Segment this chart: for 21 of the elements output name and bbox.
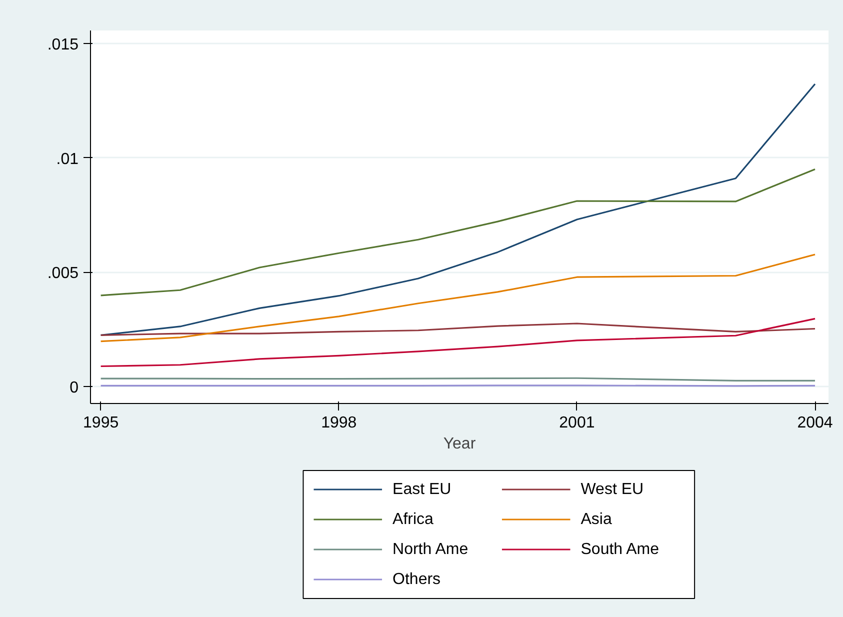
legend-label: West EU [580,481,644,498]
line-series [100,83,816,336]
x-tick-label: 1995 [83,414,119,432]
line-series [100,322,816,336]
legend-label: South Ame [580,541,660,558]
x-tick-label: 2001 [559,414,595,432]
y-tick-label: .015 [47,36,79,54]
y-tick-label: .005 [47,265,79,282]
legend-label: North Ame [392,541,468,558]
x-tick-label: 2004 [797,414,833,432]
legend-label: East EU [392,481,452,498]
x-tick-label: 1998 [321,414,357,432]
legend-label: Asia [580,511,612,528]
y-tick-label: .01 [56,150,79,168]
y-tick-label: 0 [70,379,79,396]
line-series [100,168,816,296]
line-series [100,318,816,368]
legend-label: Others [392,571,441,588]
x-axis-title: Year [443,436,476,452]
legend-label: Africa [392,511,434,528]
line-series [100,254,816,342]
